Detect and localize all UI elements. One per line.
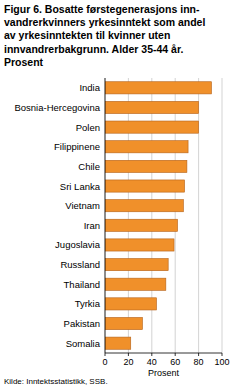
tick	[175, 353, 176, 356]
tick	[128, 353, 129, 356]
axis-label: Prosent	[148, 368, 180, 378]
tick-label: 20	[123, 357, 133, 367]
bar	[105, 298, 156, 310]
category-label: Pakistan	[64, 318, 100, 329]
bar	[105, 259, 168, 271]
bar	[105, 101, 199, 113]
tick	[198, 353, 199, 356]
category-label: Iran	[84, 220, 100, 231]
category-label: Polen	[76, 122, 100, 133]
grid-line	[128, 78, 129, 353]
bar	[105, 278, 166, 290]
tick-label: 0	[102, 357, 107, 367]
category-label: Thailand	[64, 279, 100, 290]
tick-label: 100	[214, 357, 229, 367]
grid-line	[105, 78, 106, 353]
bar	[105, 337, 131, 349]
bar	[105, 219, 178, 231]
title-line: Prosent	[4, 56, 44, 68]
axis-line	[105, 353, 222, 354]
title-line: Figur 6. Bosatte førstegenerasjons inn-	[4, 3, 200, 15]
category-label: Bosnia-Hercegovina	[14, 102, 100, 113]
title-line: vandrerkvinners yrkesinntekt som andel	[4, 16, 205, 28]
bar	[105, 141, 188, 153]
category-label: Russland	[60, 259, 100, 270]
source: Kilde: Inntektsstatistikk, SSB.	[4, 377, 108, 386]
bar	[105, 82, 211, 94]
bar	[105, 121, 199, 133]
grid-line	[175, 78, 176, 353]
category-label: Sri Lanka	[60, 181, 101, 192]
category-label: Chile	[78, 161, 100, 172]
tick-label: 40	[147, 357, 157, 367]
category-label: Filippinene	[54, 141, 100, 152]
bar	[105, 200, 183, 212]
title-line: innvandrerbakgrunn. Alder 35-44 år.	[4, 43, 183, 55]
bar	[105, 180, 185, 192]
title-line: av yrkesinntekten til kvinner uten	[4, 29, 170, 41]
category-label: Vietnam	[65, 200, 100, 211]
bar	[105, 317, 142, 329]
plot-area	[105, 78, 222, 353]
grid-line	[151, 78, 152, 353]
category-label: Jugoslavia	[55, 239, 101, 250]
category-label: Somalia	[66, 338, 101, 349]
title: Figur 6. Bosatte førstegenerasjons inn-v…	[4, 3, 205, 68]
bars	[105, 82, 211, 350]
tick	[151, 353, 152, 356]
grid-line	[198, 78, 199, 353]
tick-label: 60	[170, 357, 180, 367]
chart: Figur 6. Bosatte førstegenerasjons inn-v…	[0, 0, 234, 387]
category-label: India	[79, 82, 100, 93]
bar	[105, 160, 187, 172]
tick	[105, 353, 106, 356]
category-label: Tyrkia	[75, 298, 101, 309]
tick-label: 80	[194, 357, 204, 367]
axis-line	[105, 78, 106, 353]
tick	[222, 353, 223, 356]
grid-line	[222, 78, 223, 353]
bar	[105, 239, 174, 251]
